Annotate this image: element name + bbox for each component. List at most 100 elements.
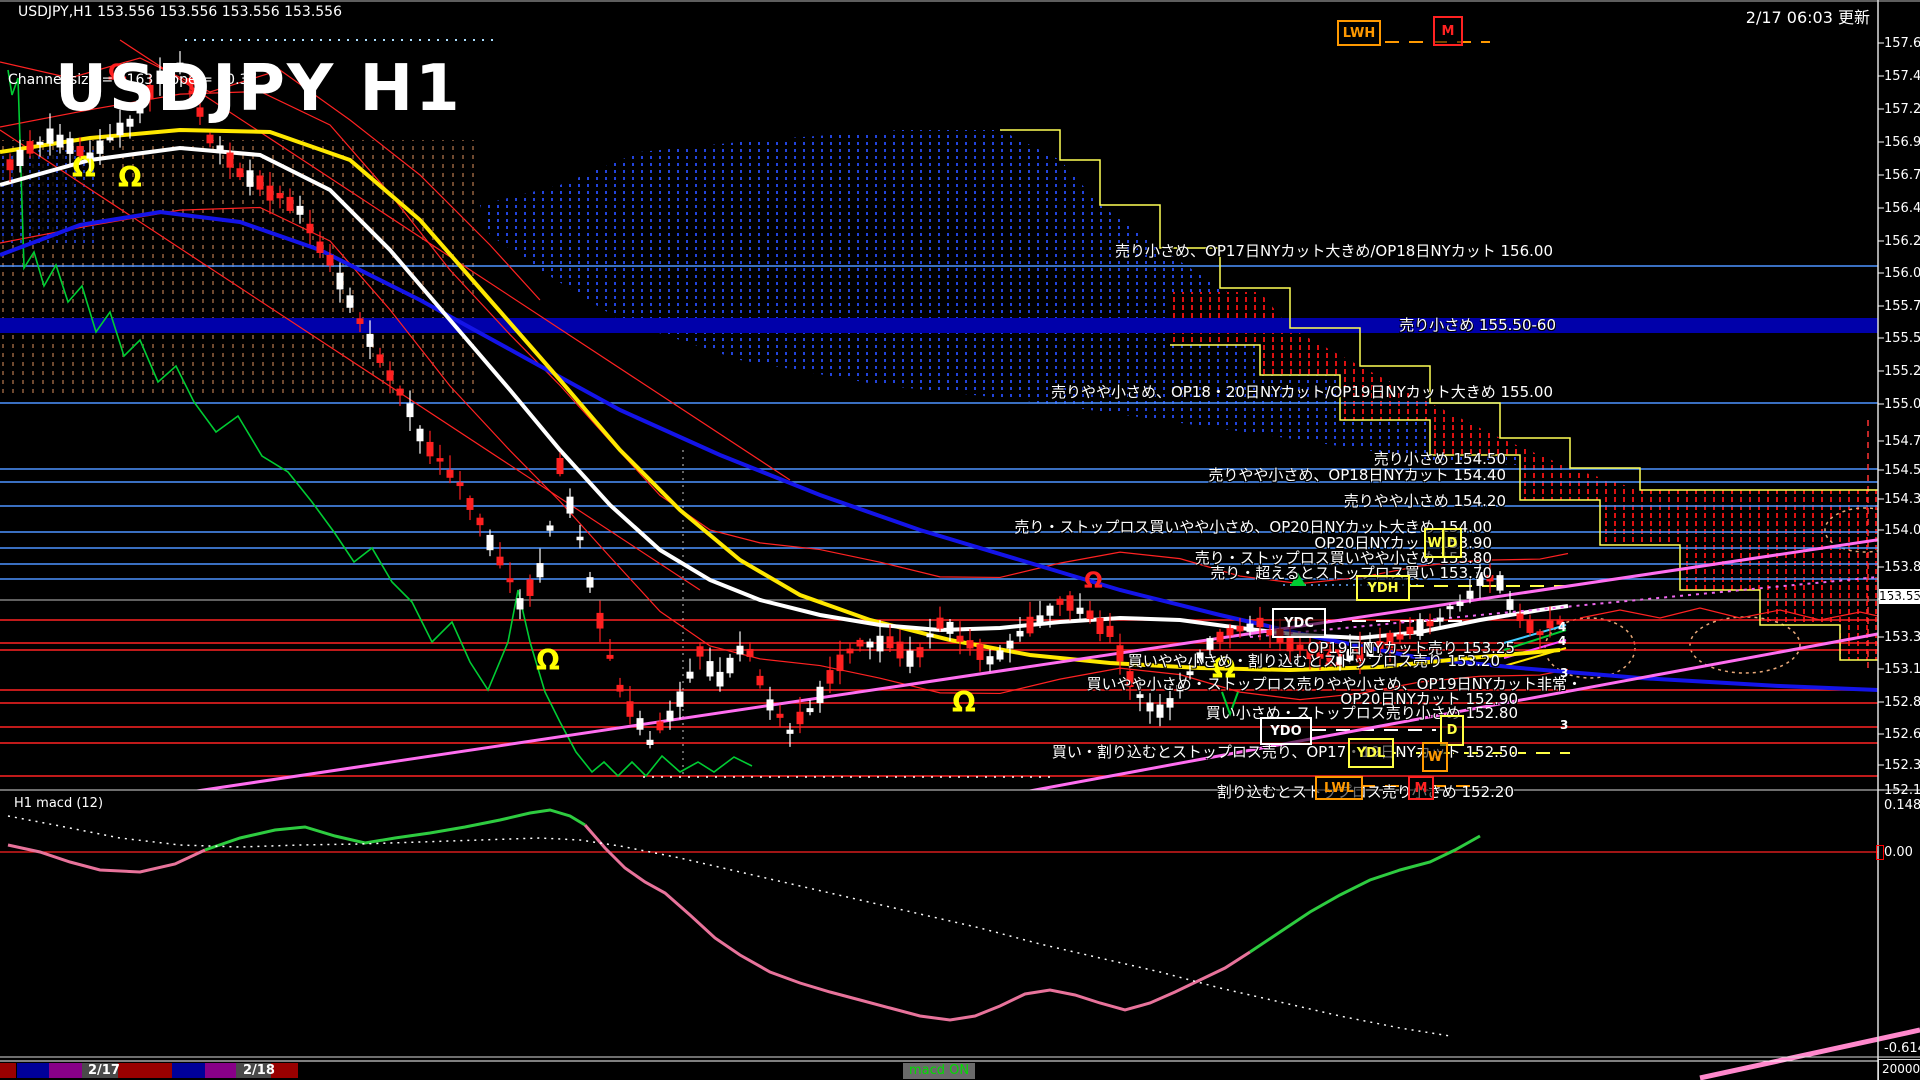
candle-body xyxy=(796,711,804,725)
price-axis-label: 154.070 xyxy=(1884,523,1920,538)
marker-box-ydh: YDH xyxy=(1356,575,1410,601)
candle-body xyxy=(716,671,724,687)
annotation-label: 売り・超えるとストップロス買い 153.70 xyxy=(1210,564,1492,582)
candle-body xyxy=(916,647,924,658)
candle-body xyxy=(86,152,94,159)
magenta-dotted-line xyxy=(1249,576,1878,638)
annotation-label: 買い・割り込むとストップロス売り、OP17・19日NYカット 152.50 xyxy=(1051,743,1518,761)
candle-body xyxy=(1536,631,1544,636)
candle-body xyxy=(1056,598,1064,605)
price-axis-label: 154.790 xyxy=(1884,434,1920,449)
candle-body xyxy=(166,72,174,78)
candle-body xyxy=(346,295,354,308)
candle-body xyxy=(486,534,494,551)
candle-body xyxy=(1096,617,1104,635)
candle-body xyxy=(886,636,894,649)
candle-body xyxy=(1296,644,1304,650)
candle-body xyxy=(1006,640,1014,649)
candle-body xyxy=(196,107,204,117)
timeline-strip[interactable] xyxy=(0,1063,298,1078)
marker-box-w: W xyxy=(1424,528,1445,558)
candle-body xyxy=(1246,623,1254,632)
candle-body xyxy=(1496,575,1504,591)
session-segment xyxy=(118,1063,172,1078)
zigzag-line xyxy=(1221,691,1239,717)
pink-trendline xyxy=(1026,632,1878,790)
tan-outline xyxy=(1544,617,1636,679)
price-axis-label: 153.105 xyxy=(1884,662,1920,677)
candle-body xyxy=(1236,625,1244,632)
candle-body xyxy=(636,718,644,730)
candle-body xyxy=(1136,694,1144,698)
candle-body xyxy=(136,100,144,114)
candle-body xyxy=(1316,652,1324,659)
candle-body xyxy=(1326,657,1334,662)
candle-body xyxy=(1206,638,1214,650)
candle-body xyxy=(1506,599,1514,610)
session-segment xyxy=(49,1063,82,1078)
candle-body xyxy=(26,141,34,154)
marker-box-m: M xyxy=(1408,776,1434,800)
omega-marker-red: Ω xyxy=(1084,569,1103,594)
candle-body xyxy=(1486,575,1494,582)
candle-body xyxy=(326,254,334,266)
price-axis-label: 153.585 xyxy=(1884,592,1920,607)
candle-body xyxy=(416,428,424,442)
candle-body xyxy=(1066,595,1074,611)
candle-body xyxy=(1366,642,1374,657)
candle-body xyxy=(146,84,154,100)
kumo-red xyxy=(1170,292,1878,660)
candle-body xyxy=(876,635,884,652)
candle-body xyxy=(996,650,1004,660)
annotation-label: 割り込むとストップロス売り小さめ 152.20 xyxy=(1216,783,1514,801)
kumo-border-yellow xyxy=(1170,344,1878,661)
annotation-label: OP19日NYカット売り 153.25 xyxy=(1307,639,1515,657)
candle-body xyxy=(216,145,224,154)
omega-marker-yellow: Ω xyxy=(1212,652,1236,685)
zigzag-line xyxy=(7,69,753,778)
bar-count-digit: 4 xyxy=(1558,620,1567,634)
candle-body xyxy=(1016,630,1024,637)
candle-body xyxy=(1446,606,1454,610)
candle-body xyxy=(6,159,14,171)
candle-body xyxy=(1406,626,1414,635)
timeline-date-label: 2/17 xyxy=(88,1063,120,1078)
candle-body xyxy=(466,498,474,510)
price-axis-label: 154.550 xyxy=(1884,463,1920,478)
macd-indicator-label: H1 macd (12) xyxy=(14,796,104,811)
price-axis-label: 156.965 xyxy=(1884,135,1920,150)
candle-body xyxy=(1556,619,1564,625)
session-segment xyxy=(271,1063,298,1078)
omega-marker-yellow: Ω xyxy=(952,686,976,719)
candle-body xyxy=(726,657,734,674)
candle-body xyxy=(976,644,984,660)
macd-on-badge[interactable]: macd ON xyxy=(903,1063,976,1079)
candle-body xyxy=(856,639,864,647)
annotation-label: 売り小さめ、OP17日NYカット大きめ/OP18日NYカット 156.00 xyxy=(1115,242,1553,260)
candle-body xyxy=(1456,601,1464,606)
candle-body xyxy=(1376,641,1384,650)
macd-axis-label: 0.00 xyxy=(1884,845,1913,860)
price-axis-label: 152.380 xyxy=(1884,758,1920,773)
macd-axis-label: 0.148 xyxy=(1884,798,1920,813)
omega-marker-red: Ω xyxy=(108,61,127,86)
candle-body xyxy=(986,656,994,665)
candle-body xyxy=(1046,605,1054,616)
macd-zero-marker xyxy=(1876,845,1884,860)
candle-body xyxy=(896,641,904,659)
candle-body xyxy=(176,62,184,71)
session-segment xyxy=(172,1063,205,1078)
annotation-label: 売りやや小さめ、OP18日NYカット 154.40 xyxy=(1208,466,1506,484)
candle-body xyxy=(546,525,554,531)
candle-body xyxy=(1516,613,1524,622)
pink-diagonal-line xyxy=(1699,1027,1920,1080)
candle-body xyxy=(586,577,594,588)
candle-body xyxy=(16,149,24,166)
marker-box-lwl: LWL xyxy=(1315,776,1363,800)
candle-body xyxy=(286,196,294,211)
candle-body xyxy=(1156,704,1164,718)
candle-body xyxy=(846,648,854,654)
candle-body xyxy=(316,241,324,253)
